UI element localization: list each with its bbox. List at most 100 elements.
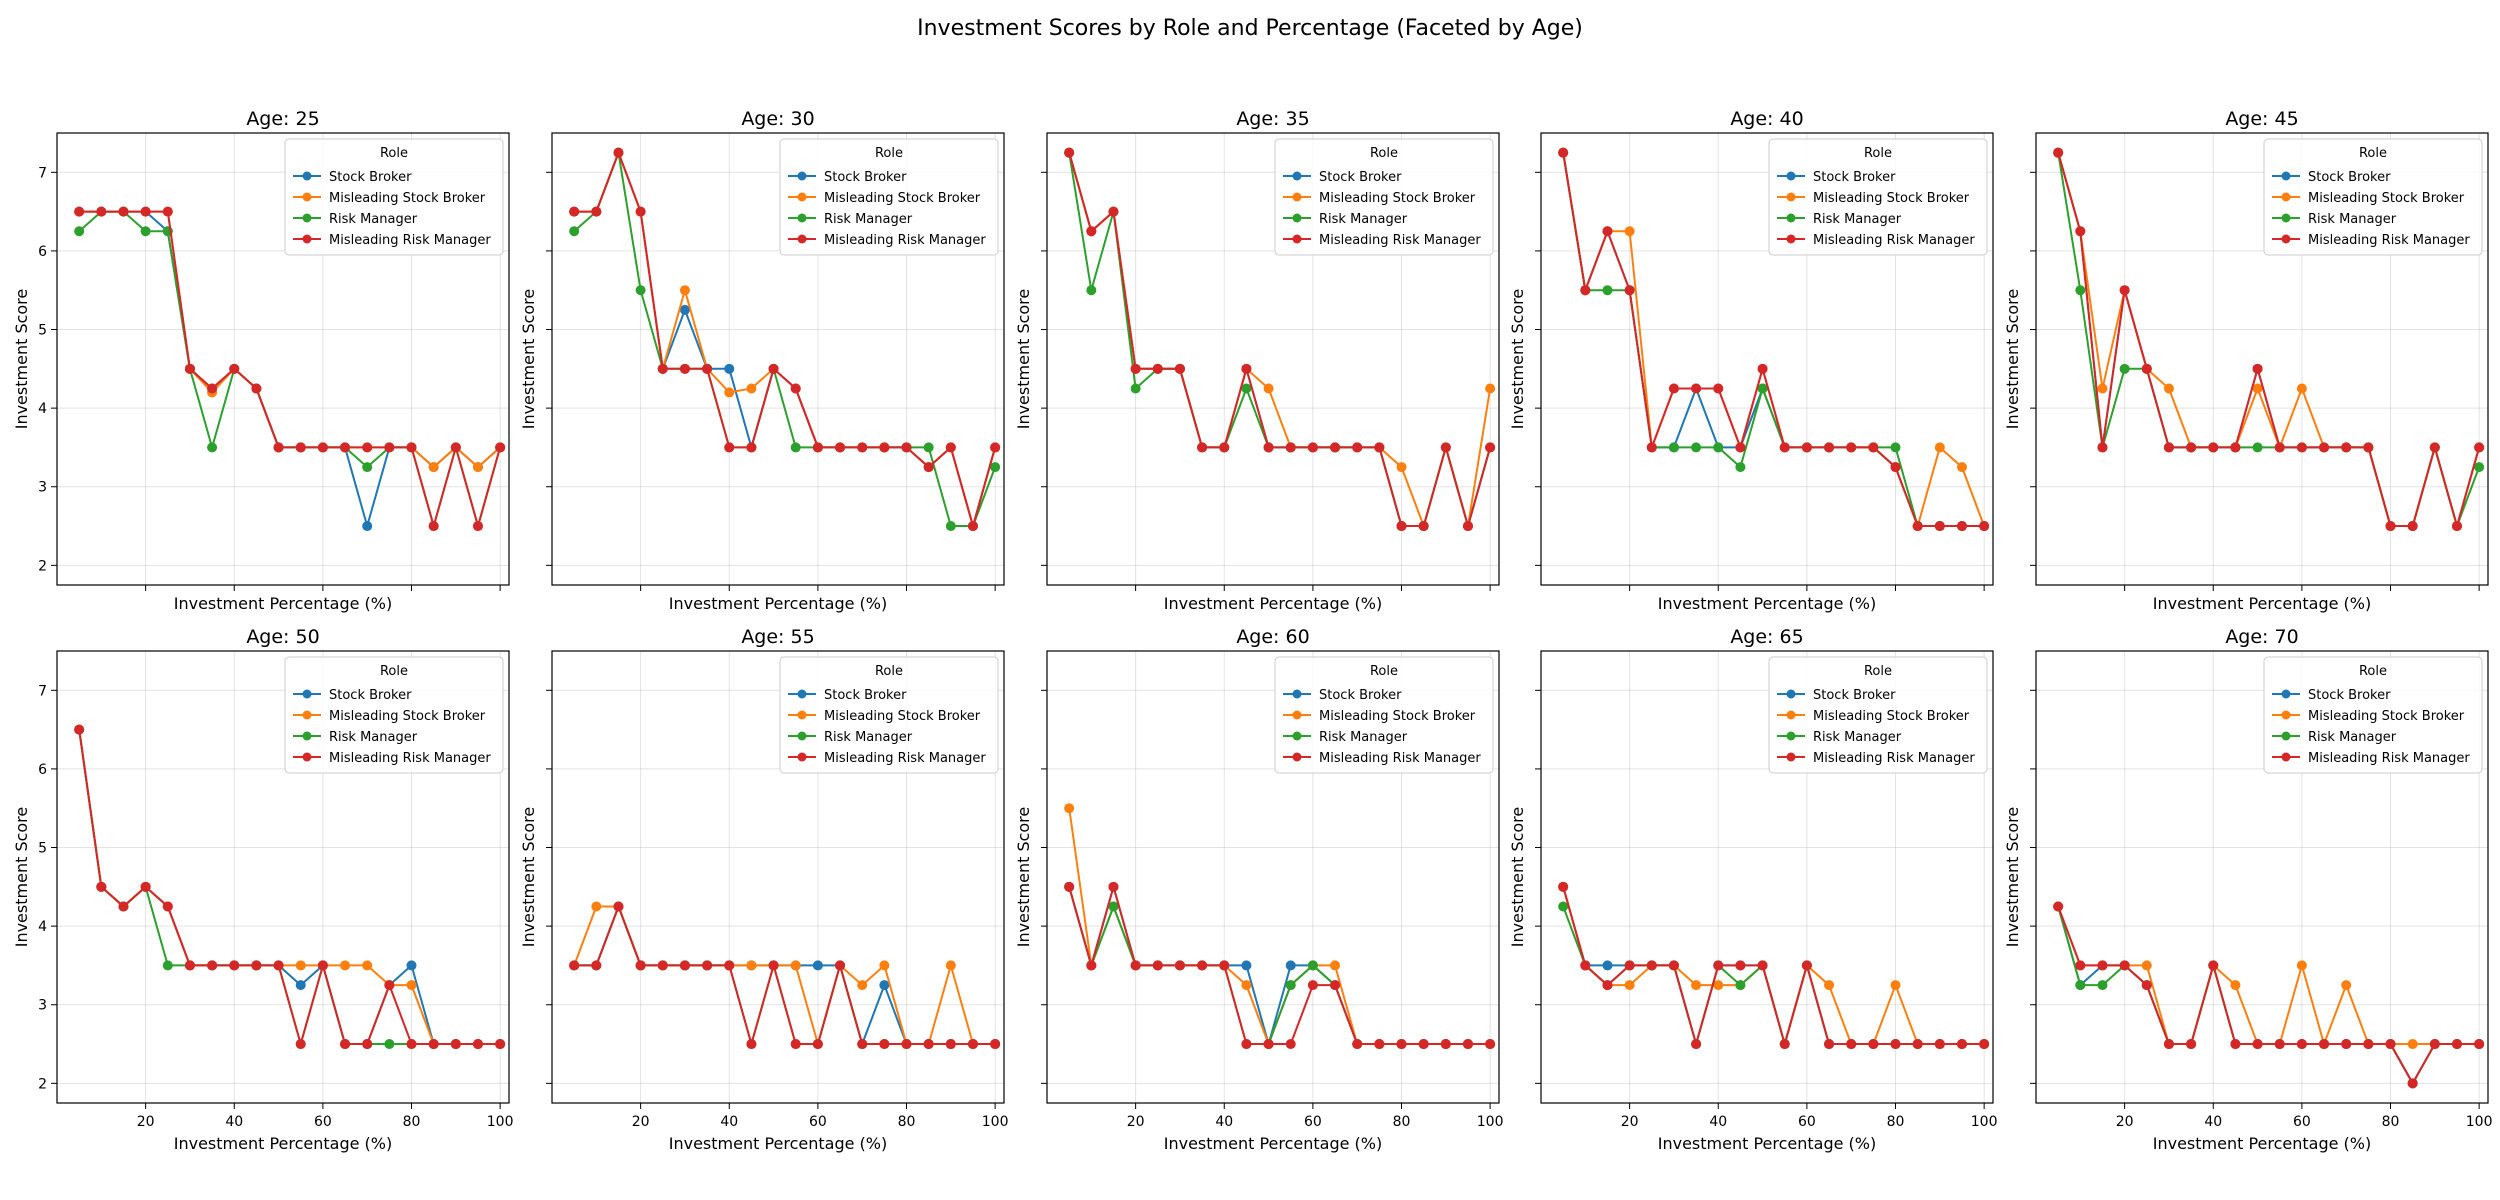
data-point xyxy=(295,960,306,971)
data-point xyxy=(2363,1039,2374,1050)
data-point xyxy=(2075,226,2086,237)
legend-box xyxy=(1274,138,1494,256)
data-point xyxy=(702,363,713,374)
series-line xyxy=(2057,906,2480,1048)
legend-swatch-marker xyxy=(797,752,807,762)
legend-label: Stock Broker xyxy=(824,688,907,703)
data-point xyxy=(945,442,956,453)
data-point xyxy=(790,960,801,971)
data-point xyxy=(2474,462,2485,473)
legend-swatch-marker xyxy=(302,731,312,741)
data-point xyxy=(2429,1039,2440,1050)
legend-title: Role xyxy=(1370,146,1398,161)
data-point xyxy=(1735,980,1746,991)
data-point xyxy=(2141,960,2152,971)
data-point xyxy=(1646,442,1657,453)
series-line xyxy=(574,903,996,1048)
data-point xyxy=(472,1039,483,1050)
legend-label: Stock Broker xyxy=(824,170,907,185)
data-point xyxy=(1779,1039,1790,1050)
legend-swatch-marker xyxy=(1292,731,1302,741)
axes-frame xyxy=(56,132,510,586)
legend-label: Misleading Stock Broker xyxy=(824,709,981,724)
data-point xyxy=(945,521,956,532)
data-point xyxy=(2097,960,2108,971)
data-point xyxy=(746,383,757,394)
legend-label: Stock Broker xyxy=(1319,170,1402,185)
panel-title: Age: 55 xyxy=(741,626,814,648)
data-point xyxy=(1956,521,1967,532)
data-point xyxy=(273,960,284,971)
legend-label: Misleading Stock Broker xyxy=(2308,191,2465,206)
data-point xyxy=(2097,442,2108,453)
data-point xyxy=(317,960,328,971)
legend-title: Role xyxy=(1864,146,1892,161)
legend-title: Role xyxy=(380,664,408,679)
series-line xyxy=(2057,906,2480,1086)
data-point xyxy=(768,363,779,374)
data-point xyxy=(1285,980,1296,991)
data-point xyxy=(790,442,801,453)
y-tick-label: 6 xyxy=(38,762,47,778)
data-point xyxy=(1668,383,1679,394)
legend-label: Risk Manager xyxy=(2308,212,2397,227)
y-tick-label: 5 xyxy=(38,323,47,339)
data-point xyxy=(140,881,151,892)
data-point xyxy=(812,1039,823,1050)
data-point xyxy=(679,960,690,971)
y-tick-label: 4 xyxy=(38,401,47,417)
data-point xyxy=(384,1039,395,1050)
data-point xyxy=(1624,980,1635,991)
x-tick-label: 40 xyxy=(2204,1114,2222,1130)
legend-swatch-marker xyxy=(797,213,807,223)
y-tick-label: 2 xyxy=(38,1076,47,1092)
data-point xyxy=(1713,980,1724,991)
data-point xyxy=(2230,1039,2241,1050)
x-tick-label: 20 xyxy=(2116,1114,2134,1130)
data-point xyxy=(1108,901,1119,912)
data-point xyxy=(1285,442,1296,453)
data-point xyxy=(1934,521,1945,532)
panel-10: 20 40 60 80 100 Age: 70 Investment Percentage … xyxy=(2003,626,2493,1153)
data-point xyxy=(2075,285,2086,296)
data-point xyxy=(768,960,779,971)
data-point xyxy=(1624,226,1635,237)
legend-label: Stock Broker xyxy=(1319,688,1402,703)
data-point xyxy=(1241,383,1252,394)
data-point xyxy=(835,960,846,971)
legend-swatch-marker xyxy=(1292,192,1302,202)
data-point xyxy=(857,1039,868,1050)
data-point xyxy=(1624,285,1635,296)
legend-swatch-marker xyxy=(1786,234,1796,244)
data-point xyxy=(207,442,218,453)
panel-7: 20 40 60 80 100 Age: 55 Investment Percentage … xyxy=(519,626,1009,1153)
data-point xyxy=(384,980,395,991)
series-line xyxy=(2057,906,2480,1086)
data-point xyxy=(2296,383,2307,394)
data-point xyxy=(428,462,439,473)
axes-frame xyxy=(551,132,1005,586)
data-point xyxy=(1352,1039,1363,1050)
y-axis-label: Investment Score xyxy=(1508,807,1527,948)
series-line xyxy=(2057,906,2480,1086)
series-line xyxy=(78,210,502,530)
legend: Role Stock Broker Misleading Stock Broker R… xyxy=(779,656,999,774)
axes-frame xyxy=(56,650,510,1104)
x-tick-label: 40 xyxy=(1215,1114,1233,1130)
data-point xyxy=(790,1039,801,1050)
data-point xyxy=(2341,442,2352,453)
legend-swatch-marker xyxy=(2281,752,2291,762)
data-point xyxy=(1197,442,1208,453)
data-point xyxy=(251,960,262,971)
data-point xyxy=(1241,980,1252,991)
data-point xyxy=(812,960,823,971)
data-point xyxy=(1934,442,1945,453)
data-point xyxy=(2208,442,2219,453)
data-point xyxy=(2119,960,2130,971)
panel-6: 20 40 60 80 100 2 3 4 5 6 7 Age: 50 Investment Perce… xyxy=(12,626,514,1153)
legend-label: Stock Broker xyxy=(2308,688,2391,703)
data-point xyxy=(1668,442,1679,453)
y-tick-label: 2 xyxy=(38,558,47,574)
data-point xyxy=(2407,521,2418,532)
